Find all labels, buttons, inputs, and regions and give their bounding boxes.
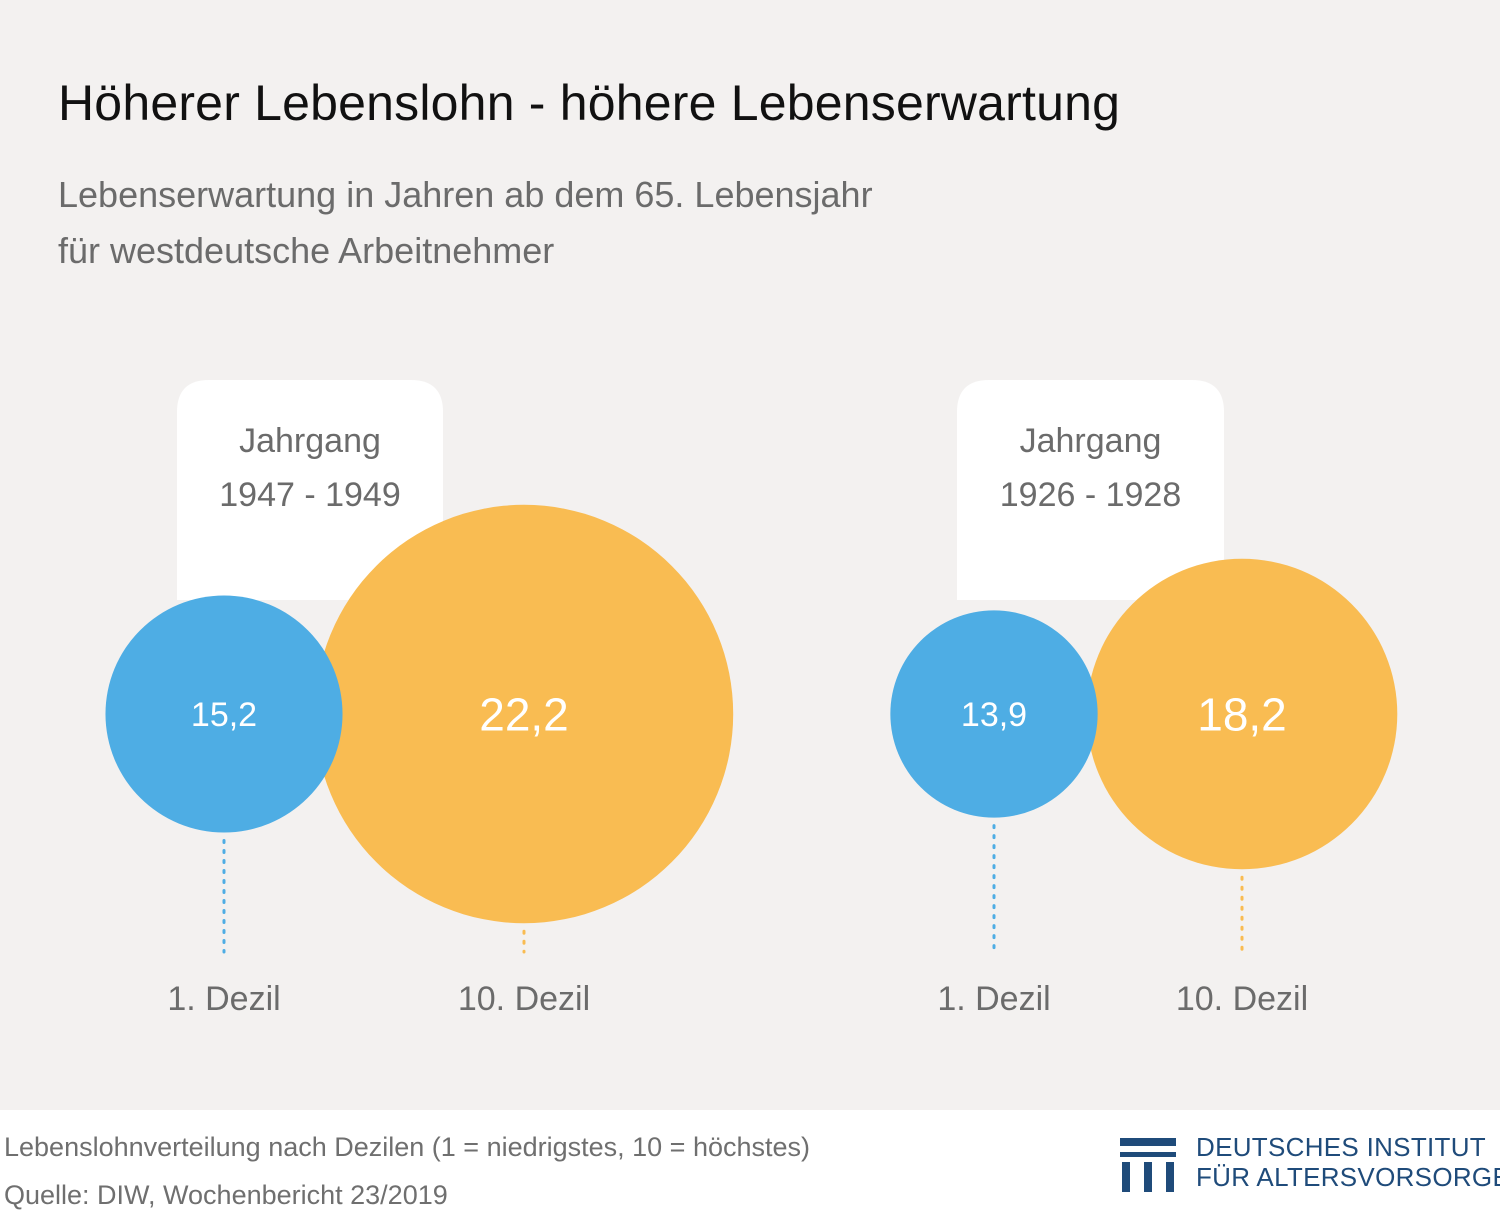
group-2-decile-10-bubble xyxy=(1086,558,1398,870)
group-1-label-line-1: Jahrgang xyxy=(239,422,381,460)
group-2-decile-1-category-label: 1. Dezil xyxy=(937,980,1050,1018)
group-2-label-line-2: 1926 - 1928 xyxy=(1000,476,1182,514)
chart-title: Höherer Lebenslohn - höhere Lebenserwart… xyxy=(58,75,1121,131)
group-2-decile-1-value-label: 13,9 xyxy=(961,696,1027,734)
group-1-decile-10-category-label: 10. Dezil xyxy=(458,980,590,1018)
logo-text-line-2: FÜR ALTERSVORSORGE xyxy=(1196,1162,1500,1192)
group-1-decile-1-value-label: 15,2 xyxy=(191,696,257,734)
logo-mark-icon xyxy=(1120,1138,1176,1192)
logo-text-line-1: DEUTSCHES INSTITUT xyxy=(1196,1132,1486,1162)
bubble-chart: Jahrgang 1947 - 1949 22,2 10. Dezil 15,2 1. D… xyxy=(105,380,1398,1018)
group-2-decile-10-value-label: 18,2 xyxy=(1197,689,1287,741)
group-1-decile-10-value-label: 22,2 xyxy=(479,689,569,741)
footer-source: Quelle: DIW, Wochenbericht 23/2019 xyxy=(4,1180,448,1210)
group-2-decile-1-bubble xyxy=(890,610,1098,818)
logo: DEUTSCHES INSTITUT FÜR ALTERSVORSORGE xyxy=(1120,1132,1500,1198)
group-1-decile-1-category-label: 1. Dezil xyxy=(167,980,280,1018)
chart-subtitle-line-1: Lebenserwartung in Jahren ab dem 65. Leb… xyxy=(58,174,873,215)
group-1-label-line-2: 1947 - 1949 xyxy=(219,476,401,514)
group-1-decile-10-bubble xyxy=(314,504,734,924)
group-1-label-box xyxy=(177,380,443,600)
footer: Lebenslohnverteilung nach Dezilen (1 = n… xyxy=(0,1110,1500,1214)
group-2-label-box xyxy=(957,380,1224,600)
chart-subtitle-line-2: für westdeutsche Arbeitnehmer xyxy=(58,230,555,271)
group-2-decile-10-category-label: 10. Dezil xyxy=(1176,980,1308,1018)
group-1-decile-1-bubble xyxy=(105,595,343,833)
footer-decile-note: Lebenslohnverteilung nach Dezilen (1 = n… xyxy=(4,1132,811,1162)
group-2-label-line-1: Jahrgang xyxy=(1020,422,1162,460)
